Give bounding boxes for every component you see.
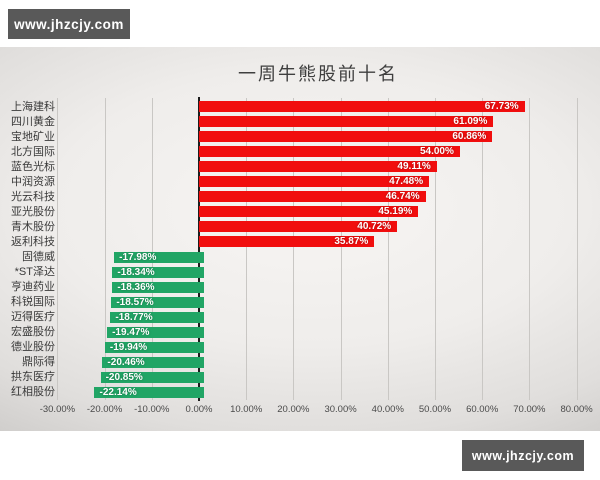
category-label: 宏盛股份 (11, 326, 55, 339)
bar-value-label: 67.73% (484, 101, 519, 112)
category-label: 中润资源 (11, 175, 55, 188)
x-tick-label: -30.00% (39, 404, 76, 415)
category-label: 宝地矿业 (11, 130, 55, 143)
gridline (387, 98, 389, 400)
category-label: 光云科技 (11, 190, 55, 203)
bar-row: 35.87% (199, 236, 375, 248)
category-label: 德业股份 (11, 341, 55, 354)
category-label: 返利科技 (11, 235, 55, 248)
bar-row: -20.85% (100, 371, 204, 383)
gridline (104, 98, 106, 400)
bar-row: -20.46% (102, 356, 204, 368)
bar-value-label: 45.19% (378, 206, 413, 218)
zero-axis-line (198, 97, 200, 401)
bar-value-label: 49.11% (397, 161, 431, 173)
category-label: 迈得医疗 (11, 311, 55, 324)
watermark-top-text: www.jhzcjy.com (14, 16, 124, 32)
bar-value-label: 46.74% (385, 191, 420, 203)
x-tick-label: 70.00% (513, 404, 546, 415)
bar-value-label: -19.94% (109, 341, 148, 353)
bar-row: -22.14% (94, 386, 204, 398)
gridline (57, 98, 59, 400)
x-tick-label: 10.00% (230, 404, 263, 415)
bar-value-label: 61.09% (453, 116, 488, 128)
bar-row: -18.36% (112, 281, 204, 293)
bar-value-label: -19.47% (112, 326, 150, 338)
bar-row: 60.86% (199, 131, 493, 143)
bar-value-label: -17.98% (119, 251, 157, 263)
x-tick-label: 80.00% (560, 404, 593, 415)
x-tick-label: -10.00% (134, 404, 170, 415)
x-tick-label: 40.00% (371, 404, 404, 415)
bar-row: -19.47% (107, 326, 204, 338)
category-label: 青木股份 (11, 220, 55, 233)
category-label: 鼎际得 (22, 356, 55, 369)
bar-row: -18.77% (110, 311, 204, 323)
bar-value-label: -18.36% (117, 281, 155, 293)
bar-value-label: 54.00% (419, 146, 454, 158)
category-label: 拱东医疗 (11, 371, 55, 384)
bar-row: 40.72% (199, 221, 398, 233)
bar-value-label: 35.87% (334, 236, 369, 248)
watermark-bottom: www.jhzcjy.com (462, 440, 584, 471)
x-tick-label: 30.00% (324, 404, 357, 415)
bar-row: 67.73% (199, 101, 525, 112)
x-tick-label: 60.00% (466, 404, 499, 415)
bar-row: -17.98% (114, 251, 204, 263)
gridline (435, 98, 436, 400)
bar-value-label: -20.46% (107, 356, 145, 368)
gridline (576, 98, 578, 400)
bar-row: -18.34% (112, 266, 204, 278)
bar-row: -19.94% (104, 341, 204, 353)
bar-value-label: 40.72% (357, 221, 392, 233)
chart-title: 一周牛熊股前十名 (238, 64, 398, 84)
bar-row: 49.11% (199, 161, 437, 173)
x-tick-label: 50.00% (418, 404, 452, 415)
bar-value-label: -18.57% (116, 296, 154, 308)
bar-row: 61.09% (199, 116, 494, 128)
bar-row: -18.57% (111, 296, 204, 308)
bar-row: 54.00% (199, 146, 460, 158)
category-label: 固德威 (22, 251, 55, 263)
gridline (293, 98, 295, 400)
category-label: 红相股份 (11, 386, 55, 399)
x-tick-label: 20.00% (277, 404, 310, 415)
watermark-top: www.jhzcjy.com (8, 9, 130, 39)
category-label: 北方国际 (11, 145, 55, 158)
category-label: 科锐国际 (11, 296, 55, 309)
bar-value-label: -20.85% (105, 371, 143, 383)
gridline (340, 98, 342, 400)
category-label: 亚光股份 (11, 205, 55, 218)
bar-value-label: -18.34% (117, 266, 155, 278)
category-label: 四川黄金 (11, 115, 55, 128)
bar-value-label: -22.14% (99, 386, 137, 398)
x-tick-label: -20.00% (86, 404, 123, 415)
gridline (151, 98, 153, 400)
bar-value-label: -18.77% (115, 311, 153, 323)
category-label: 上海建科 (11, 100, 55, 113)
bar-value-label: 60.86% (452, 131, 487, 143)
bar-row: 47.48% (199, 176, 430, 188)
bar-row: 45.19% (199, 206, 419, 218)
category-label: *ST泽达 (14, 266, 55, 279)
x-tick-label: 0.00% (185, 404, 213, 415)
watermark-bottom-text: www.jhzcjy.com (471, 448, 575, 463)
category-label: 蓝色光标 (11, 160, 55, 173)
bar-value-label: 47.48% (389, 176, 424, 188)
bar-row: 46.74% (199, 191, 426, 203)
gridline (246, 98, 248, 400)
gridline (529, 98, 531, 400)
category-label: 亨迪药业 (11, 281, 55, 294)
gridline (482, 98, 484, 400)
